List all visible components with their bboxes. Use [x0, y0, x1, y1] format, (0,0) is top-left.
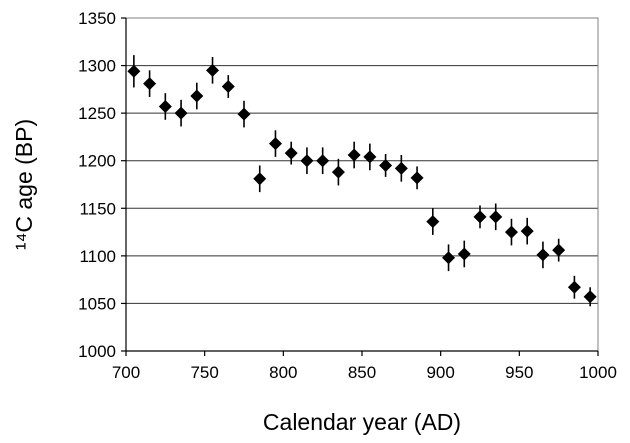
data-point [504, 225, 518, 239]
plot-area-border [125, 17, 599, 352]
y-tick-label: 1300 [78, 57, 116, 76]
data-point [143, 77, 157, 91]
data-points [127, 63, 597, 304]
data-point [347, 148, 361, 162]
data-point [158, 99, 172, 113]
data-point [331, 165, 345, 179]
x-tick-label: 950 [505, 363, 533, 382]
y-tick-label: 1250 [78, 104, 116, 123]
data-point [300, 154, 314, 168]
y-tick-label: 1200 [78, 152, 116, 171]
data-point [221, 80, 235, 94]
data-point [268, 137, 282, 151]
y-tick-label: 1050 [78, 294, 116, 313]
y-tick-label: 1150 [79, 199, 116, 218]
axes [125, 18, 598, 352]
grid [126, 17, 598, 352]
y-tick-label: 1350 [78, 9, 116, 28]
x-tick-label: 900 [426, 363, 454, 382]
data-point [394, 161, 408, 175]
data-point [567, 280, 581, 294]
data-point [583, 290, 597, 304]
y-tick-label: 1100 [79, 247, 116, 266]
data-point [284, 146, 298, 160]
data-point [379, 158, 393, 172]
data-point [190, 89, 204, 103]
error-bars [133, 55, 591, 307]
x-tick-label: 800 [269, 363, 297, 382]
tick-labels: 1000 1050 1100 1150 1200 1250 1300 1350 700 750 80… [78, 9, 617, 382]
data-point [127, 64, 141, 78]
x-axis-label: Calendar year (AD) [263, 409, 461, 435]
x-tick-label: 750 [190, 363, 218, 382]
data-point [536, 248, 550, 262]
data-point [174, 106, 188, 120]
x-tick-label: 700 [112, 363, 140, 382]
x-tick-label: 1000 [579, 363, 617, 382]
y-tick-label: 1000 [78, 342, 116, 361]
data-point [457, 247, 471, 261]
data-point [489, 210, 503, 224]
y-axis-label: ¹⁴C age (BP) [11, 119, 37, 250]
data-point [410, 171, 424, 185]
x-tick-label: 850 [348, 363, 376, 382]
data-point [237, 107, 251, 121]
data-point [552, 243, 566, 257]
data-point [363, 150, 377, 164]
data-point [316, 154, 330, 168]
data-point [442, 251, 456, 265]
data-point [206, 63, 220, 77]
data-point [520, 224, 534, 238]
data-point [426, 215, 440, 229]
data-point [473, 210, 487, 224]
data-point [253, 172, 267, 186]
